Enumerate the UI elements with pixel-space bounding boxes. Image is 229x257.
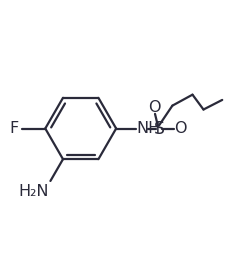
Text: F: F bbox=[10, 121, 19, 136]
Text: O: O bbox=[148, 99, 160, 115]
Text: S: S bbox=[153, 120, 164, 137]
Text: NH: NH bbox=[136, 121, 160, 136]
Text: O: O bbox=[174, 121, 186, 136]
Text: H₂N: H₂N bbox=[18, 184, 48, 199]
